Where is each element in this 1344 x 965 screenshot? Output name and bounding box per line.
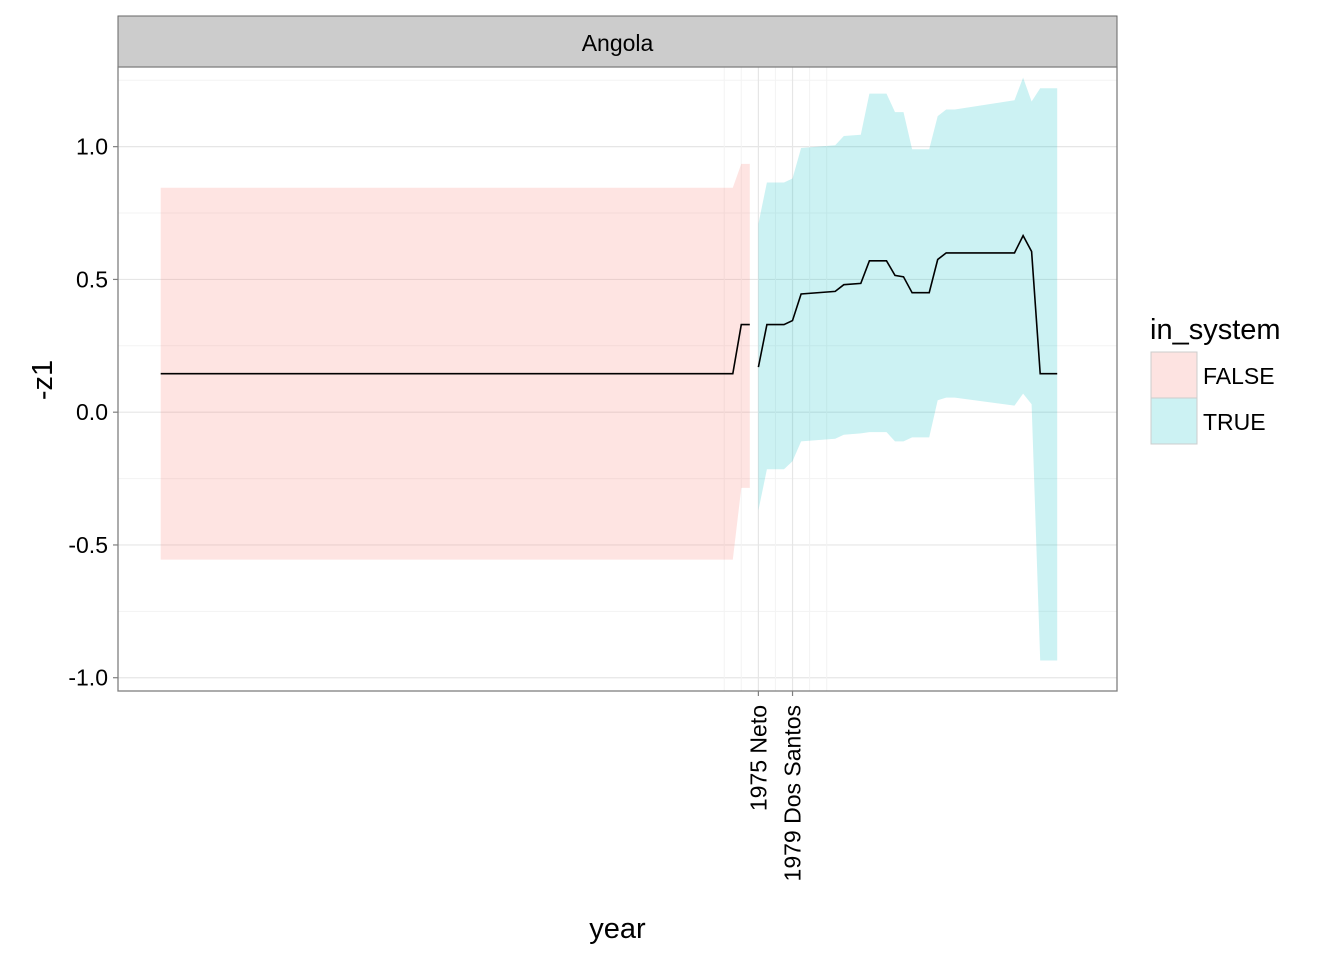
legend-label-false: FALSE — [1203, 363, 1275, 389]
line-true — [757, 233, 1058, 375]
x-axis: 1975 Neto 1979 Dos Santos — [745, 691, 806, 881]
ribbons — [160, 77, 1058, 661]
ribbon-true — [758, 77, 1058, 661]
y-axis-title: -z1 — [27, 360, 59, 400]
legend-label-true: TRUE — [1203, 409, 1266, 435]
line-false — [160, 323, 750, 375]
y-tick-label: 0.5 — [76, 266, 108, 292]
plot-panel — [118, 67, 1117, 691]
y-tick-label: -0.5 — [68, 532, 108, 558]
x-axis-title: year — [589, 913, 646, 945]
lines — [160, 233, 1058, 375]
x-tick-label: 1979 Dos Santos — [780, 705, 806, 881]
panel-border — [117, 66, 1118, 692]
facet-strip — [117, 15, 1118, 68]
facet-label: Angola — [582, 30, 654, 56]
y-tick-label: -1.0 — [68, 665, 108, 691]
x-tick-label: 1975 Neto — [745, 705, 771, 811]
grid-lines — [118, 67, 1117, 691]
legend-key-false — [1150, 351, 1198, 399]
y-tick-label: 1.0 — [76, 134, 108, 160]
legend-title: in_system — [1150, 314, 1281, 346]
legend: in_system FALSE TRUE — [1150, 314, 1281, 445]
y-tick-label: 0.0 — [76, 399, 108, 425]
legend-key-true — [1150, 397, 1198, 445]
ribbon-false — [160, 163, 750, 560]
y-axis: 1.0 0.5 0.0 -0.5 -1.0 — [68, 134, 118, 691]
